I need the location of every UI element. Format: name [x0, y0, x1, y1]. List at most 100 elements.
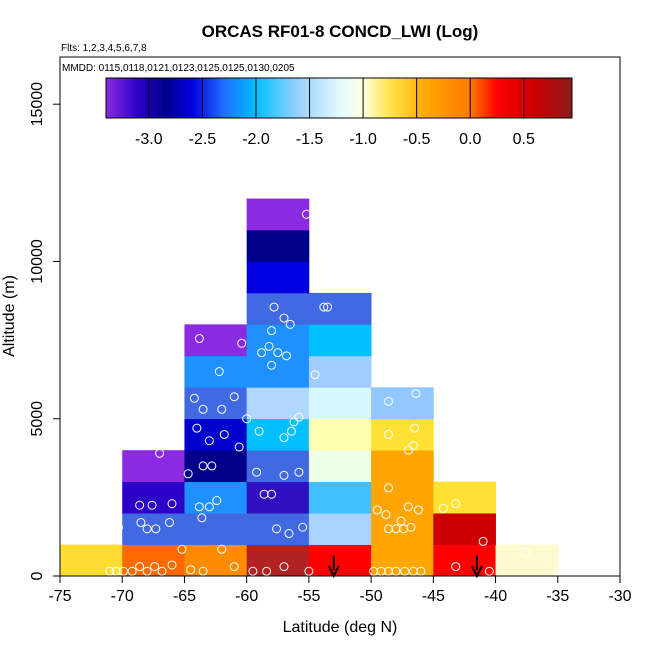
heatmap-cell: [122, 481, 185, 514]
heatmap-cell: [308, 355, 372, 388]
heatmap-cell: [371, 450, 434, 483]
sample-point: [319, 302, 329, 312]
sample-point: [127, 566, 137, 576]
heatmap-cell: [495, 544, 559, 576]
sample-point: [237, 338, 247, 348]
colorbar-tick-label: 0.0: [459, 131, 481, 148]
heatmap-cell: [308, 324, 372, 357]
x-tick-label: -55: [297, 588, 320, 605]
sample-point: [177, 544, 187, 554]
heatmap-cell: [433, 513, 496, 545]
sample-point: [416, 566, 426, 576]
sample-point: [194, 502, 204, 512]
sample-point: [403, 502, 413, 512]
heatmap-cell: [246, 387, 310, 420]
sample-point: [384, 566, 394, 576]
sample-point: [219, 429, 229, 439]
heatmap-cell: [246, 544, 310, 576]
sample-point: [451, 499, 461, 509]
sample-point: [186, 565, 196, 575]
heatmap-cell: [184, 418, 248, 451]
sample-point: [304, 566, 314, 576]
sample-point: [150, 562, 160, 572]
sample-point: [269, 302, 279, 312]
y-tick-label: 0: [29, 571, 46, 580]
y-tick-label: 5000: [29, 401, 46, 437]
heatmap-cell: [246, 513, 310, 545]
heatmap-cell: [122, 544, 185, 576]
heatmap-cell: [246, 418, 310, 451]
sample-point: [147, 500, 157, 510]
heatmap-cell: [308, 513, 372, 545]
heatmap-cell: [122, 513, 185, 545]
sample-point: [198, 404, 208, 414]
sample-point: [285, 319, 295, 329]
chart-title: ORCAS RF01-8 CONCD_LWI (Log): [202, 22, 479, 41]
sample-point: [242, 414, 252, 424]
sample-point: [273, 348, 283, 358]
heatmap-cell: [184, 513, 248, 545]
sample-point: [142, 566, 152, 576]
sample-point: [478, 536, 488, 546]
sample-point: [183, 469, 193, 479]
heatmap-cell: [371, 481, 434, 514]
sample-point: [267, 360, 277, 370]
colorbar: -3.0 -2.5 -2.0 -1.5 -1.0 -0.5 0.0 0.5: [105, 77, 573, 148]
sample-point: [384, 483, 394, 493]
y-tick-label: 15000: [29, 82, 46, 127]
sample-point: [229, 562, 239, 572]
sample-point: [135, 562, 145, 572]
sample-point: [298, 522, 308, 532]
sample-point: [229, 392, 239, 402]
sample-points: [105, 209, 563, 576]
sample-point: [254, 426, 264, 436]
colorbar-tick-label: 0.5: [513, 131, 535, 148]
sample-point: [113, 522, 123, 532]
sample-point: [214, 367, 224, 377]
heatmap-cell: [184, 387, 248, 420]
sample-point: [217, 404, 227, 414]
sample-point: [369, 566, 379, 576]
sample-point: [391, 524, 401, 534]
x-tick-label: -70: [111, 588, 134, 605]
sample-point: [406, 522, 416, 532]
heatmap-cell: [371, 513, 434, 545]
sample-point: [372, 505, 382, 515]
sample-point: [217, 544, 227, 554]
x-tick-label: -35: [546, 588, 569, 605]
heatmap-cell: [246, 450, 310, 483]
sample-point: [272, 524, 282, 534]
heatmap-cell: [308, 418, 372, 451]
sample-point: [279, 433, 289, 443]
heatmap-cell: [246, 261, 310, 294]
sample-point: [410, 423, 420, 433]
colorbar-tick-label: -0.5: [403, 131, 431, 148]
x-tick-label: -60: [235, 588, 258, 605]
sample-point: [192, 423, 202, 433]
heatmap-cell: [246, 198, 310, 231]
sample-point: [167, 499, 177, 509]
heatmap-cell: [308, 544, 372, 576]
sample-point: [484, 566, 494, 576]
sample-point: [376, 566, 386, 576]
sample-point: [257, 348, 267, 358]
sample-point: [310, 370, 320, 380]
sample-point: [167, 560, 177, 570]
sample-point: [118, 566, 128, 576]
heatmap-cell: [184, 481, 248, 514]
sample-point: [262, 566, 272, 576]
sample-point: [411, 389, 421, 399]
heatmap-cell: [308, 387, 372, 420]
sample-point: [105, 566, 115, 576]
sample-point: [381, 510, 391, 520]
sample-point: [391, 566, 401, 576]
sample-point: [234, 442, 244, 452]
sample-point: [279, 562, 289, 572]
sample-point: [267, 489, 277, 499]
sample-point: [294, 467, 304, 477]
y-axis: 0 5000 10000 15000: [29, 82, 61, 580]
x-tick-label: -50: [360, 588, 383, 605]
heatmap-cell: [433, 481, 496, 514]
sample-point: [198, 566, 208, 576]
